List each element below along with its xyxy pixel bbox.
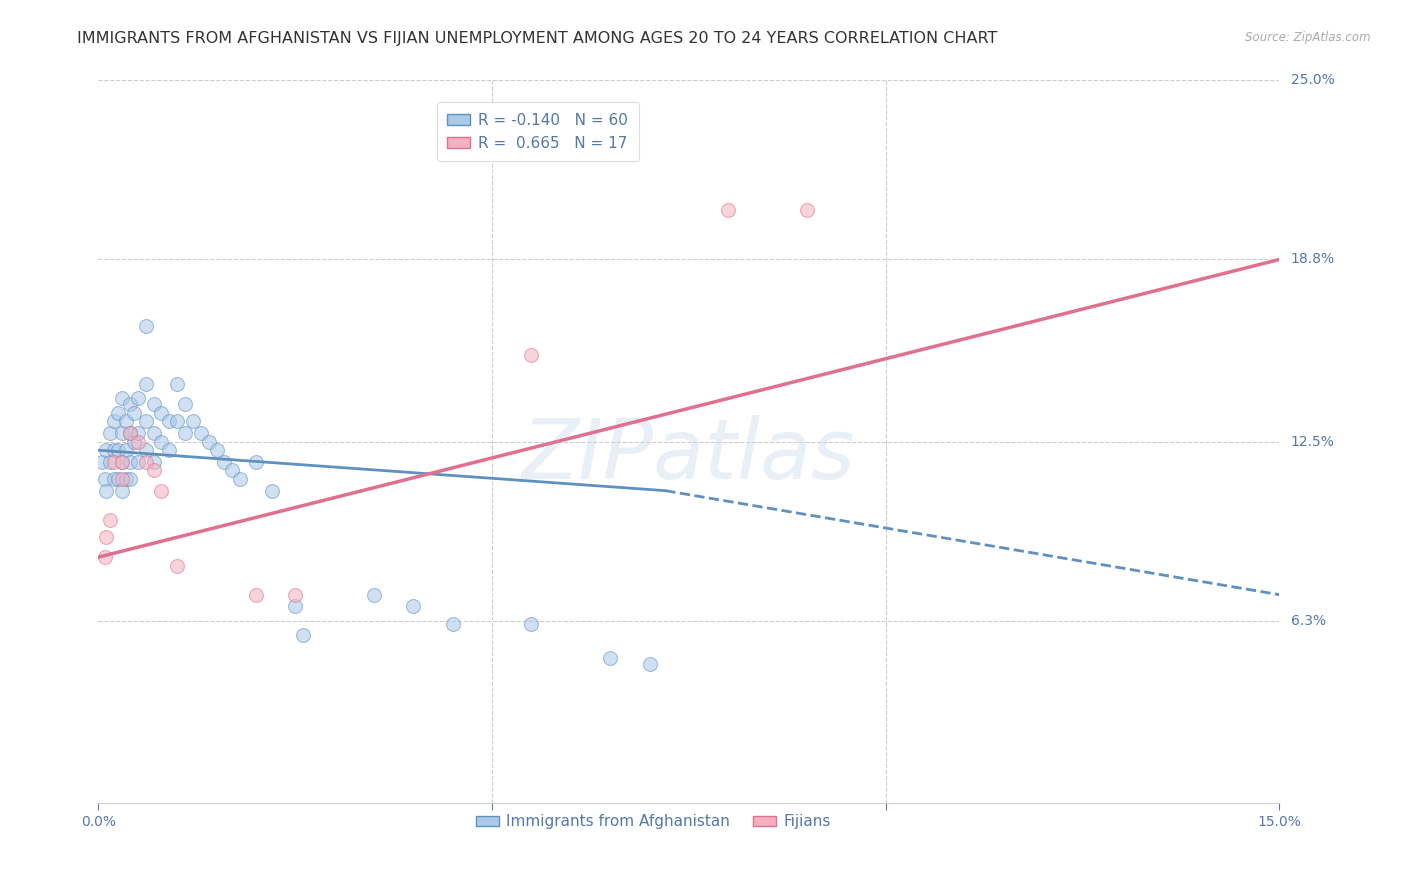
- Point: [135, 376, 157, 391]
- Point: [122, 434, 145, 449]
- Point: [127, 391, 149, 405]
- Point: [260, 483, 283, 498]
- Text: 25.0%: 25.0%: [1291, 73, 1334, 87]
- Point: [111, 483, 134, 498]
- Point: [221, 463, 243, 477]
- Point: [98, 425, 121, 440]
- Point: [118, 425, 141, 440]
- Point: [96, 443, 118, 458]
- Point: [118, 397, 141, 411]
- Point: [245, 455, 267, 469]
- Text: Source: ZipAtlas.com: Source: ZipAtlas.com: [1246, 31, 1371, 45]
- Point: [157, 414, 180, 428]
- Point: [107, 406, 129, 420]
- Point: [135, 414, 157, 428]
- Point: [91, 455, 114, 469]
- Point: [441, 616, 464, 631]
- Text: 18.8%: 18.8%: [1291, 252, 1334, 267]
- Point: [292, 628, 315, 642]
- Point: [135, 455, 157, 469]
- Point: [245, 588, 267, 602]
- Point: [520, 616, 543, 631]
- Point: [122, 406, 145, 420]
- Point: [135, 318, 157, 333]
- Point: [150, 483, 173, 498]
- Point: [107, 472, 129, 486]
- Point: [142, 397, 165, 411]
- Point: [127, 455, 149, 469]
- Point: [115, 472, 138, 486]
- Point: [229, 472, 252, 486]
- Point: [118, 472, 141, 486]
- Point: [118, 455, 141, 469]
- Point: [142, 425, 165, 440]
- Legend: Immigrants from Afghanistan, Fijians: Immigrants from Afghanistan, Fijians: [467, 805, 841, 838]
- Point: [111, 391, 134, 405]
- Point: [214, 455, 236, 469]
- Point: [190, 425, 212, 440]
- Point: [174, 425, 197, 440]
- Point: [93, 472, 115, 486]
- Point: [402, 599, 425, 614]
- Point: [166, 558, 188, 573]
- Point: [111, 455, 134, 469]
- Point: [127, 434, 149, 449]
- Point: [638, 657, 661, 671]
- Point: [205, 443, 228, 458]
- Point: [174, 397, 197, 411]
- Point: [96, 483, 118, 498]
- Point: [284, 599, 307, 614]
- Point: [142, 463, 165, 477]
- Point: [103, 443, 125, 458]
- Point: [181, 414, 204, 428]
- Text: IMMIGRANTS FROM AFGHANISTAN VS FIJIAN UNEMPLOYMENT AMONG AGES 20 TO 24 YEARS COR: IMMIGRANTS FROM AFGHANISTAN VS FIJIAN UN…: [77, 31, 998, 46]
- Point: [115, 414, 138, 428]
- Point: [118, 425, 141, 440]
- Point: [796, 203, 818, 218]
- Point: [157, 443, 180, 458]
- Text: 12.5%: 12.5%: [1291, 434, 1334, 449]
- Point: [93, 550, 115, 565]
- Point: [150, 434, 173, 449]
- Point: [150, 406, 173, 420]
- Text: ZIPatlas: ZIPatlas: [522, 416, 856, 497]
- Point: [111, 472, 134, 486]
- Point: [166, 414, 188, 428]
- Point: [135, 443, 157, 458]
- Point: [111, 425, 134, 440]
- Point: [166, 376, 188, 391]
- Point: [103, 455, 125, 469]
- Point: [520, 348, 543, 362]
- Point: [717, 203, 740, 218]
- Point: [111, 455, 134, 469]
- Point: [127, 425, 149, 440]
- Point: [363, 588, 385, 602]
- Point: [197, 434, 219, 449]
- Point: [115, 443, 138, 458]
- Point: [107, 443, 129, 458]
- Point: [284, 588, 307, 602]
- Point: [98, 455, 121, 469]
- Point: [103, 414, 125, 428]
- Point: [96, 530, 118, 544]
- Point: [599, 651, 621, 665]
- Text: 6.3%: 6.3%: [1291, 614, 1326, 628]
- Point: [98, 512, 121, 526]
- Point: [142, 455, 165, 469]
- Point: [103, 472, 125, 486]
